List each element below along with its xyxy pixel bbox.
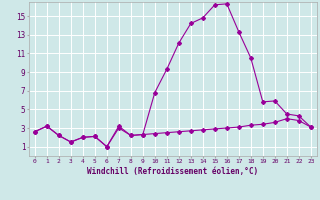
X-axis label: Windchill (Refroidissement éolien,°C): Windchill (Refroidissement éolien,°C) <box>87 167 258 176</box>
